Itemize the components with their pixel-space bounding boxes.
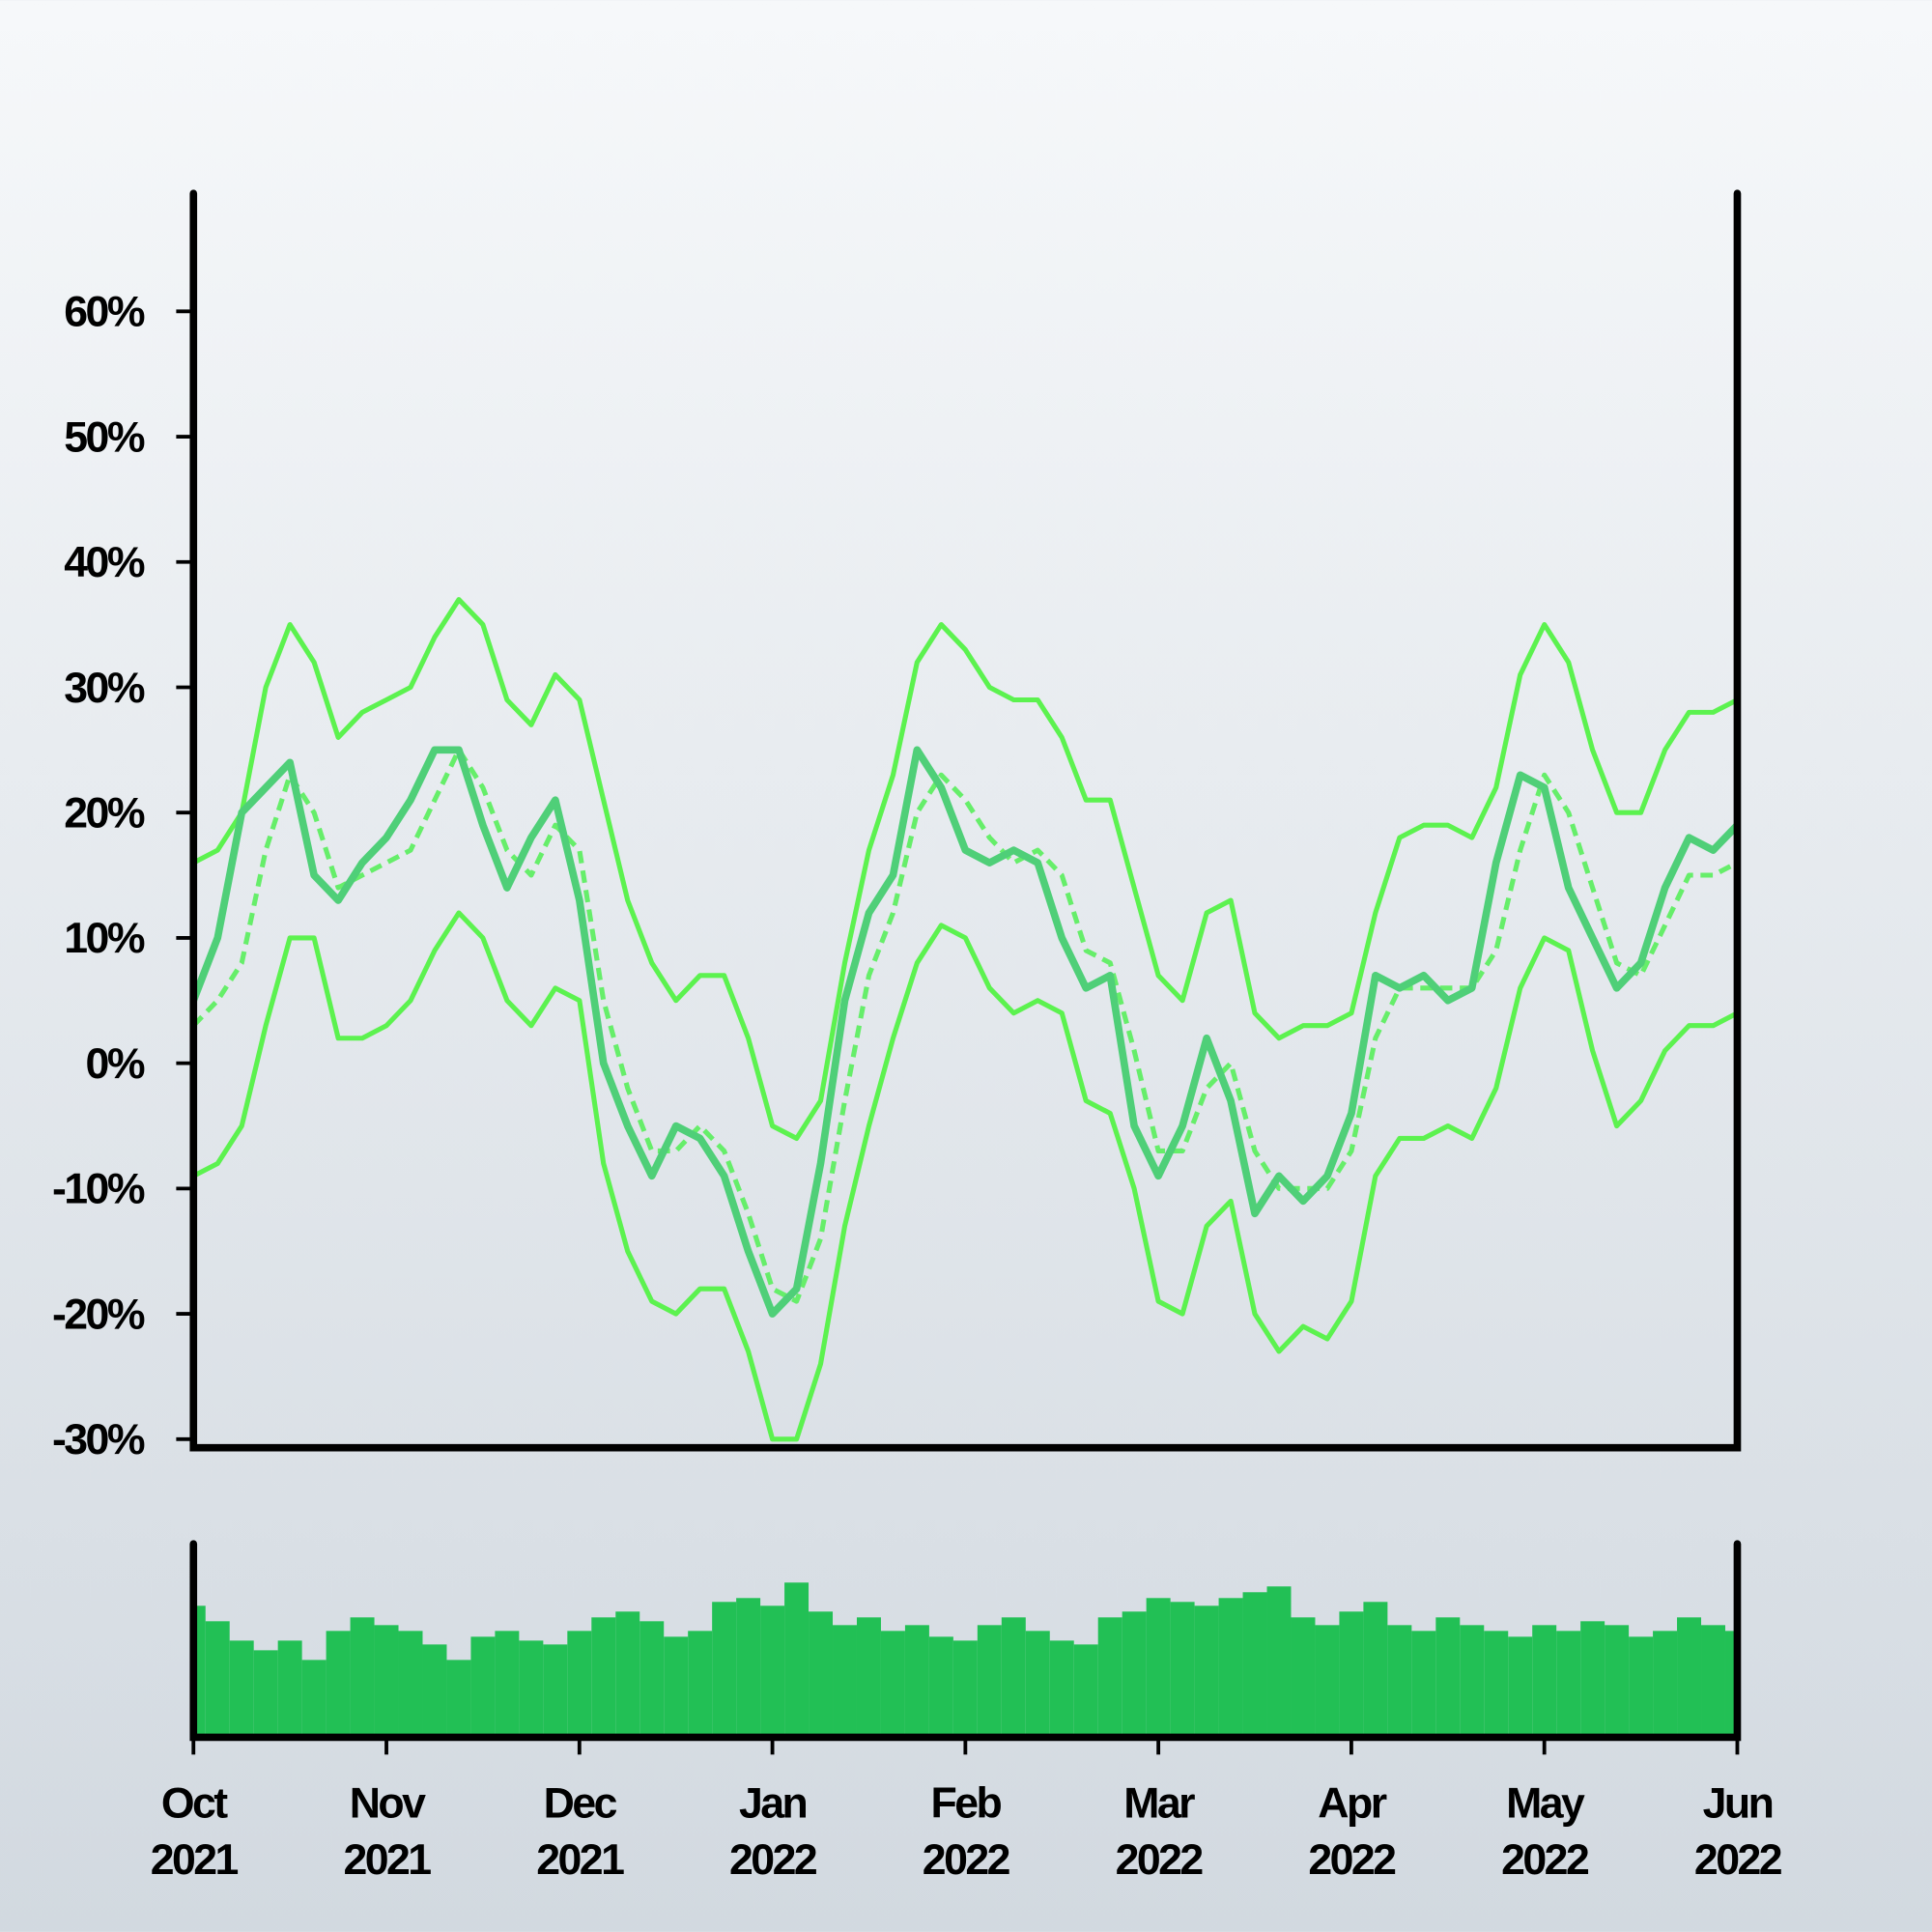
volume-bar — [712, 1602, 737, 1738]
volume-bar — [736, 1598, 761, 1738]
volume-bar — [591, 1617, 616, 1738]
volume-bar — [1242, 1592, 1267, 1738]
volume-bar — [928, 1636, 953, 1738]
volume-bar — [1460, 1625, 1485, 1738]
volume-bar — [1435, 1617, 1461, 1738]
volume-bar — [519, 1640, 544, 1738]
y-tick-label: 60% — [64, 289, 145, 336]
volume-bar — [301, 1660, 327, 1738]
y-tick-label: 40% — [64, 539, 145, 586]
volume-bar — [1266, 1586, 1292, 1738]
volume-bar — [422, 1644, 447, 1738]
volume-bar — [856, 1617, 881, 1738]
volume-bar — [446, 1660, 471, 1738]
series-line — [192, 597, 1739, 1141]
volume-bar — [1411, 1631, 1436, 1738]
x-tick-label: Mar 2022 — [1116, 1779, 1204, 1884]
volume-bar — [880, 1631, 905, 1738]
series-line — [192, 910, 1739, 1442]
volume-bar — [1653, 1631, 1678, 1738]
volume-bar — [350, 1617, 375, 1738]
volume-bar — [229, 1640, 254, 1738]
volume-bar — [833, 1625, 857, 1738]
volume-bar — [543, 1644, 568, 1738]
volume-bar — [1580, 1621, 1605, 1738]
x-tick-label: Feb 2022 — [923, 1779, 1010, 1884]
volume-bar — [1339, 1611, 1364, 1738]
volume-bar — [1097, 1617, 1122, 1738]
volume-bar — [567, 1631, 592, 1738]
volume-bar — [760, 1605, 785, 1738]
volume-bar — [326, 1631, 351, 1738]
y-tick-label: 20% — [64, 790, 145, 838]
series-line — [189, 746, 1741, 1318]
y-tick-label: 30% — [64, 665, 145, 712]
volume-bar — [952, 1640, 978, 1738]
volume-bar — [1170, 1602, 1195, 1738]
x-tick-label: Jan 2022 — [729, 1779, 817, 1884]
y-tick-label: 50% — [64, 413, 145, 461]
volume-bar — [495, 1631, 520, 1738]
x-tick-label: Dec 2021 — [536, 1779, 624, 1884]
volume-bar — [1001, 1617, 1026, 1738]
x-tick-label: Apr 2022 — [1308, 1779, 1396, 1884]
volume-bar — [470, 1636, 496, 1738]
x-tick-label: Nov 2021 — [343, 1779, 431, 1884]
x-tick-label: May 2022 — [1501, 1779, 1589, 1884]
axis-frame — [189, 189, 1742, 1452]
series-line — [191, 747, 1739, 1304]
volume-bar — [688, 1631, 713, 1738]
volume-bar — [1556, 1631, 1581, 1738]
x-tick-label: Jun 2022 — [1694, 1779, 1782, 1884]
volume-bar — [1532, 1625, 1557, 1738]
x-tick-label: Oct 2021 — [151, 1779, 239, 1884]
volume-bar — [374, 1625, 399, 1738]
y-tick-label: 0% — [86, 1040, 145, 1088]
volume-bar — [253, 1650, 278, 1738]
volume-bar — [1146, 1598, 1171, 1738]
volume-bar — [277, 1640, 302, 1738]
volume-bar — [1677, 1617, 1702, 1738]
volume-bar — [205, 1621, 230, 1738]
volume-bar — [1073, 1644, 1098, 1738]
volume-bar — [904, 1625, 929, 1738]
volume-bar — [1484, 1631, 1509, 1738]
volume-bar — [398, 1631, 423, 1738]
volume-bar — [1629, 1636, 1654, 1738]
volume-bar — [809, 1611, 834, 1738]
y-tick-label: -20% — [52, 1291, 145, 1338]
volume-bar — [1049, 1640, 1074, 1738]
volume-bar — [639, 1621, 665, 1738]
volume-bar — [977, 1625, 1002, 1738]
volume-bar — [784, 1582, 810, 1738]
volume-bar — [1194, 1605, 1219, 1738]
volume-bar — [1387, 1625, 1412, 1738]
volume-bar — [664, 1636, 689, 1738]
volume-bar — [1605, 1625, 1630, 1738]
volume-bar — [1508, 1636, 1533, 1738]
volume-bar — [1315, 1625, 1340, 1738]
volume-bar — [1122, 1611, 1147, 1738]
y-tick-label: 10% — [64, 915, 145, 962]
volume-bar — [1363, 1602, 1388, 1738]
y-tick-label: -30% — [52, 1416, 145, 1463]
volume-bar — [1025, 1631, 1050, 1738]
volume-bar — [1218, 1598, 1243, 1738]
volume-bar — [1701, 1625, 1725, 1738]
volume-bar — [1291, 1617, 1316, 1738]
y-tick-label: -10% — [52, 1166, 145, 1213]
volume-bar — [615, 1611, 640, 1738]
